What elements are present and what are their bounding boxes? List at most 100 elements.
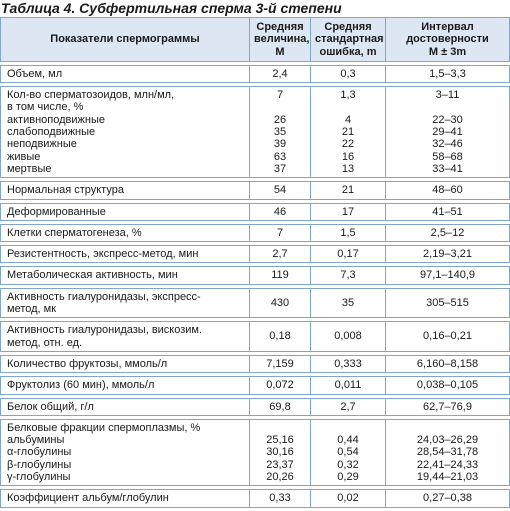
value-cell: 0,18 [250, 321, 311, 352]
value-cell: 3–11 22–30 29–41 32–46 58–68 33–41 [386, 86, 510, 179]
cell-line: 37 [273, 162, 287, 175]
row-label: Активность гиалуронидазы, экспресс-метод… [0, 287, 250, 319]
table-row: Коэффициент альбум/глобулин 0,33 0,02 0,27–… [0, 489, 510, 508]
cell-line: 0,54 [337, 446, 359, 459]
cell-line: мертвые [7, 162, 52, 175]
value-cell: 2,7 [311, 397, 386, 416]
value-cell: 48–60 [386, 181, 510, 200]
cell-line: 20,26 [266, 471, 294, 484]
cell-line: величина, [254, 33, 310, 46]
cell-line: слабоподвижные [7, 126, 96, 139]
value-cell: 0,008 [311, 321, 386, 352]
cell-line: Кол-во сперматозоидов, млн/мл, [7, 89, 175, 102]
value-cell: 35 [311, 287, 386, 319]
cell-line: метод, мк [7, 303, 57, 316]
value-cell: 0,02 [311, 489, 386, 508]
cell-line: 16 [341, 150, 355, 163]
header-cell: Интервал достоверности M ± 3m [386, 17, 510, 62]
cell-line: 33–41 [432, 162, 463, 175]
table-row: Объем, мл 2,4 0,3 1,5–3,3 [0, 64, 510, 84]
table-row: Фруктолиз (60 мин), ммоль/л 0,072 0,011 0,0… [0, 376, 510, 395]
table-row: Деформированные 46 17 41–51 [0, 202, 510, 221]
table-row: Резистентность, экспресс-метод, мин 2,7 0,… [0, 245, 510, 264]
value-cell: 54 [250, 181, 311, 200]
cell-line: 35 [273, 126, 287, 139]
value-cell: 0,333 [311, 354, 386, 374]
table-row: Метаболическая активность, мин 119 7,3 97,1… [0, 266, 510, 285]
value-cell: 1,3 4 21 22 16 13 [311, 86, 386, 179]
table-row: Кол-во сперматозоидов, млн/мл, в том числ… [0, 86, 510, 179]
value-cell: 62,7–76,9 [386, 397, 510, 416]
cell-line: 29–41 [432, 126, 463, 139]
value-cell: 69,8 [250, 397, 311, 416]
cell-line: 3–11 [435, 89, 460, 102]
value-cell: 25,16 30,16 23,37 20,26 [250, 418, 311, 487]
header-cell: Средняя величина, M [250, 17, 311, 62]
value-cell: 0,038–0,105 [386, 376, 510, 395]
row-label: Белок общий, г/л [0, 397, 250, 416]
cell-line: α-глобулины [7, 446, 72, 459]
value-cell: 7 26 35 39 63 37 [250, 86, 311, 179]
cell-line: 26 [273, 113, 287, 126]
value-cell: 0,3 [311, 64, 386, 84]
cell-line: 22 [341, 138, 355, 151]
value-cell: 0,33 [250, 489, 311, 508]
cell-line [317, 101, 379, 113]
cell-line: 24,03–26,29 [416, 434, 479, 447]
table-row: Активность гиалуронидазы, вискозим. метод… [0, 321, 510, 352]
cell-line: M [275, 45, 285, 58]
cell-line [392, 422, 503, 434]
value-cell: 1,5 [311, 223, 386, 243]
cell-line [256, 101, 304, 113]
value-cell: 0,27–0,38 [386, 489, 510, 508]
cell-line: 7 [276, 89, 284, 102]
row-label: Деформированные [0, 202, 250, 221]
cell-line [392, 101, 503, 113]
row-label: Фруктолиз (60 мин), ммоль/л [0, 376, 250, 395]
value-cell: 0,44 0,54 0,32 0,29 [311, 418, 386, 487]
table-row: Белок общий, г/л 69,8 2,7 62,7–76,9 [0, 397, 510, 416]
value-cell: 430 [250, 287, 311, 319]
value-cell: 0,17 [311, 245, 386, 264]
cell-line: 23,37 [266, 458, 294, 471]
cell-line: Средняя [324, 21, 372, 33]
value-cell: 2,19–3,21 [386, 245, 510, 264]
cell-line: 0,44 [337, 434, 359, 447]
table-row: Количество фруктозы, ммоль/л 7,159 0,333 6,… [0, 354, 510, 374]
row-label: Белковые фракции спермоплазмы, % альбумин… [0, 418, 250, 487]
row-label: Количество фруктозы, ммоль/л [0, 354, 250, 374]
value-cell: 7,3 [311, 266, 386, 285]
cell-line: Белковые фракции спермоплазмы, % [7, 421, 201, 434]
table-title: Таблица 4. Субфертильная сперма 3-й степ… [1, 0, 342, 16]
table-row: Нормальная структура 54 21 48–60 [0, 181, 510, 200]
header-row: Показатели спермограммы Средняя величина, M… [0, 17, 510, 62]
value-cell: 7 [250, 223, 311, 243]
cell-line: 22–30 [432, 113, 463, 126]
value-cell: 17 [311, 202, 386, 221]
cell-line: 21 [341, 126, 355, 139]
value-cell: 46 [250, 202, 311, 221]
cell-line: неподвижные [7, 138, 77, 151]
cell-line [256, 422, 304, 434]
cell-line: Интервал [421, 21, 474, 33]
cell-line: достоверности [406, 33, 489, 46]
cell-line: 32–46 [432, 138, 463, 151]
value-cell: 6,160–8,158 [386, 354, 510, 374]
table-row: Белковые фракции спермоплазмы, % альбумин… [0, 418, 510, 487]
row-label: Нормальная структура [0, 181, 250, 200]
value-cell: 2,4 [250, 64, 311, 84]
row-label: Активность гиалуронидазы, вискозим. метод… [0, 321, 250, 352]
table-row: Активность гиалуронидазы, экспресс-метод… [0, 287, 510, 319]
row-label: Объем, мл [0, 64, 250, 84]
cell-line: Активность гиалуронидазы, вискозим. [7, 324, 203, 337]
cell-line: 39 [273, 138, 287, 151]
cell-line: активноподвижные [7, 113, 105, 126]
value-cell: 24,03–26,29 28,54–31,78 22,41–24,33 19,44–2… [386, 418, 510, 487]
cell-line: 58–68 [432, 150, 463, 163]
value-cell: 2,7 [250, 245, 311, 264]
cell-line: 22,41–24,33 [416, 458, 479, 471]
value-cell: 0,072 [250, 376, 311, 395]
cell-line [317, 422, 379, 434]
row-label: Метаболическая активность, мин [0, 266, 250, 285]
